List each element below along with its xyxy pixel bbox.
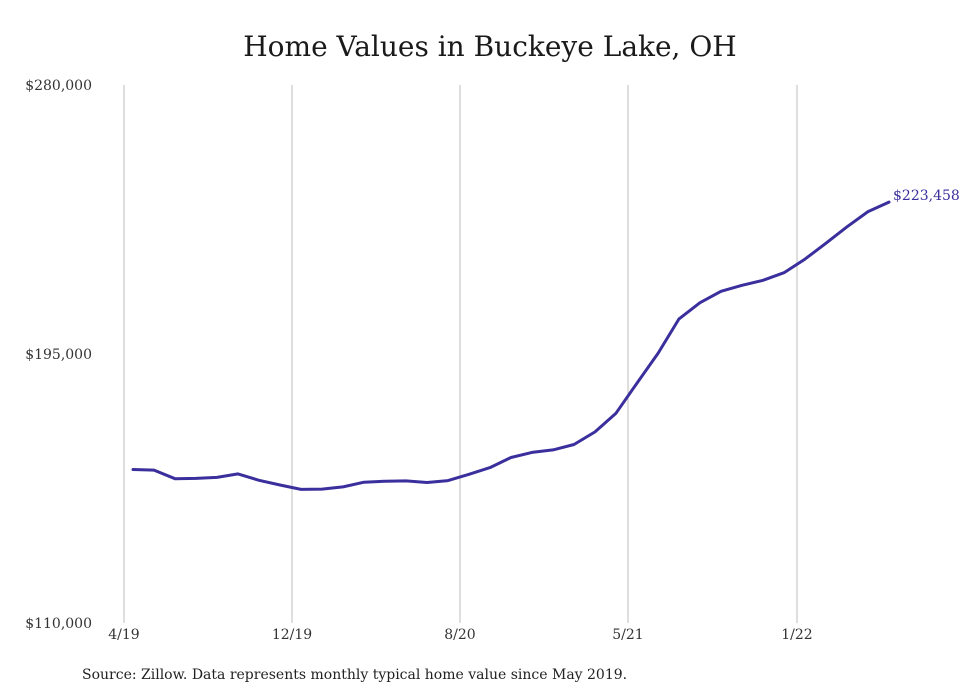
x-tick-label: 12/19 [272,627,312,643]
x-tick-label: 1/22 [781,627,812,643]
end-value-label: $223,458 [893,188,960,204]
x-tick-label: 8/20 [444,627,475,643]
y-tick-label: $280,000 [25,78,92,94]
x-tick-label: 5/21 [612,627,643,643]
x-tick-label: 4/19 [108,627,139,643]
source-note: Source: Zillow. Data represents monthly … [82,667,628,683]
series-line [131,200,891,491]
chart-title: Home Values in Buckeye Lake, OH [243,30,737,63]
y-tick-label: $110,000 [25,616,92,632]
y-tick-label: $195,000 [25,347,92,363]
